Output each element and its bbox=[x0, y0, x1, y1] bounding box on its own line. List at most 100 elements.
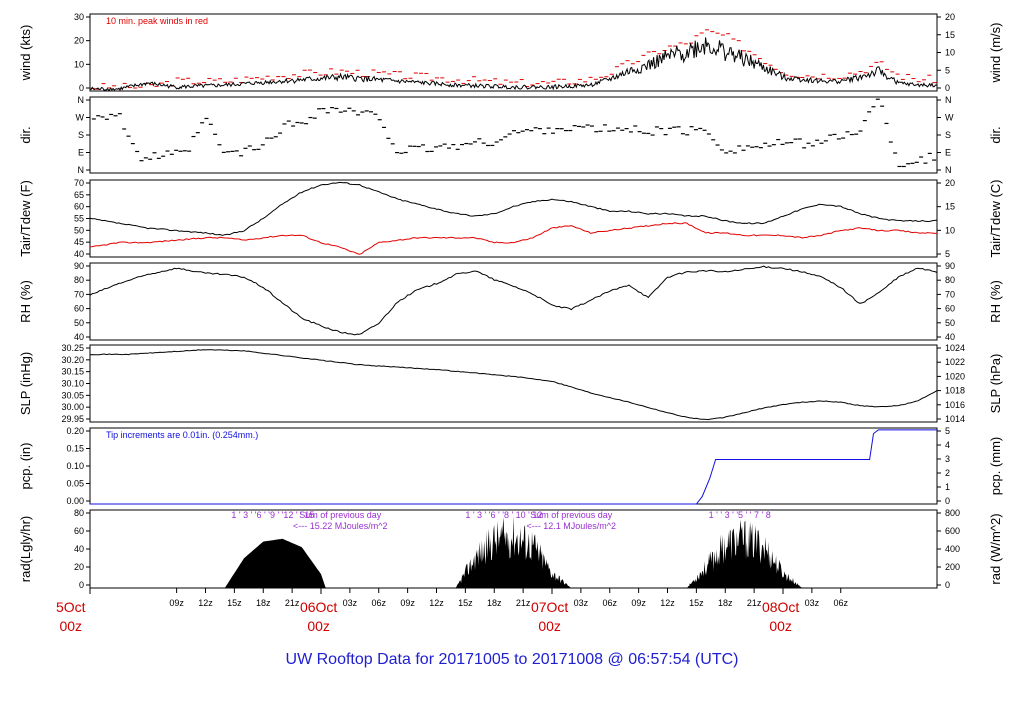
left-tick-label: 70 bbox=[74, 289, 84, 299]
right-tick-label: 10 bbox=[945, 225, 955, 235]
day-sum-value: <--- 15.22 MJoules/m^2 bbox=[293, 521, 388, 531]
panel-annotation: 10 min. peak winds in red bbox=[106, 16, 208, 26]
right-axis-label: dir. bbox=[988, 126, 1003, 143]
right-tick-label: 1024 bbox=[945, 343, 965, 353]
right-tick-label: 0 bbox=[945, 496, 950, 506]
left-tick-label: 70 bbox=[74, 178, 84, 188]
right-tick-label: N bbox=[945, 165, 952, 175]
left-axis-label: Tair/Tdew (F) bbox=[18, 180, 33, 257]
right-tick-label: 50 bbox=[945, 318, 955, 328]
panel-wind: 0 10 20 30 0 5 10 15 20 wind (kts) wind (m/s) 10 mi… bbox=[18, 12, 1003, 93]
x-tick-label: 21z bbox=[285, 598, 300, 608]
right-tick-label: W bbox=[945, 113, 954, 123]
radiation-area bbox=[224, 538, 326, 588]
x-tick-label: 12z bbox=[198, 598, 213, 608]
x-tick-label: 12z bbox=[429, 598, 444, 608]
right-tick-label: S bbox=[945, 130, 951, 140]
left-tick-label: 0 bbox=[79, 83, 84, 93]
left-tick-label: 30.00 bbox=[61, 402, 84, 412]
right-tick-label: 2 bbox=[945, 468, 950, 478]
left-tick-label: 30.05 bbox=[61, 390, 84, 400]
right-tick-label: 60 bbox=[945, 304, 955, 314]
right-tick-label: 20 bbox=[945, 12, 955, 22]
left-tick-label: 40 bbox=[74, 249, 84, 259]
left-tick-label: 80 bbox=[74, 508, 84, 518]
radiation-area bbox=[686, 519, 803, 588]
left-tick-label: 0.00 bbox=[66, 496, 84, 506]
right-tick-label: 90 bbox=[945, 261, 955, 271]
right-axis-label: RH (%) bbox=[988, 280, 1003, 323]
left-tick-label: 30.25 bbox=[61, 343, 84, 353]
left-tick-label: E bbox=[78, 148, 84, 158]
right-tick-label: 1020 bbox=[945, 371, 965, 381]
series-wind bbox=[89, 37, 937, 92]
left-tick-label: 80 bbox=[74, 275, 84, 285]
series-precip bbox=[90, 429, 937, 505]
x-tick-label: 03z bbox=[343, 598, 358, 608]
day-sum-value: <--- 12.1 MJoules/m^2 bbox=[526, 521, 616, 531]
right-tick-label: 400 bbox=[945, 544, 960, 554]
x-tick-label: 18z bbox=[718, 598, 733, 608]
left-axis-label: dir. bbox=[18, 126, 33, 143]
left-tick-label: 20 bbox=[74, 36, 84, 46]
x-tick-label: 15z bbox=[227, 598, 242, 608]
left-tick-label: 30.15 bbox=[61, 367, 84, 377]
left-tick-label: 30.10 bbox=[61, 379, 84, 389]
right-tick-label: 0 bbox=[945, 580, 950, 590]
right-tick-label: 15 bbox=[945, 30, 955, 40]
day-sum-label: Sum of previous day bbox=[530, 510, 613, 520]
right-axis-label: pcp. (mm) bbox=[988, 437, 1003, 496]
day-label-time: 00z bbox=[769, 618, 792, 634]
chart-title: UW Rooftop Data for 20171005 to 20171008… bbox=[286, 651, 739, 668]
left-tick-label: 50 bbox=[74, 318, 84, 328]
right-tick-label: 200 bbox=[945, 562, 960, 572]
right-axis-label: Tair/Tdew (C) bbox=[988, 179, 1003, 257]
series-tdew bbox=[89, 222, 938, 255]
panel-precip: 0.00 0.05 0.10 0.15 0.20 0 1 2 3 4 5 pcp. (in) pcp. … bbox=[18, 426, 1003, 506]
x-tick-label: 06z bbox=[602, 598, 617, 608]
left-axis-label: wind (kts) bbox=[18, 25, 33, 82]
left-tick-label: S bbox=[78, 130, 84, 140]
x-tick-label: 21z bbox=[747, 598, 762, 608]
x-axis: 09z 12z 15z 18z 21z 03z 06z 09z 12z 15z 18z 21z 03z 0… bbox=[56, 588, 849, 634]
hour-labels: 1 ' 3 ' '6 ' '8 ' 10 ' 12 bbox=[465, 510, 542, 520]
left-tick-label: W bbox=[76, 113, 85, 123]
day-label: 5Oct bbox=[56, 599, 86, 615]
left-tick-label: N bbox=[78, 95, 85, 105]
left-tick-label: 90 bbox=[74, 261, 84, 271]
x-tick-label: 15z bbox=[458, 598, 473, 608]
left-tick-label: 20 bbox=[74, 562, 84, 572]
left-axis-label: SLP (inHg) bbox=[18, 352, 33, 415]
x-tick-label: 09z bbox=[631, 598, 646, 608]
right-tick-label: 5 bbox=[945, 426, 950, 436]
left-tick-label: 60 bbox=[74, 526, 84, 536]
hour-labels: 1 ' ' 3 ' '5 ' ' 7 ' 8 bbox=[709, 510, 771, 520]
left-tick-label: 40 bbox=[74, 332, 84, 342]
x-tick-label: 06z bbox=[833, 598, 848, 608]
right-tick-label: 10 bbox=[945, 48, 955, 58]
day-label-time: 00z bbox=[59, 618, 82, 634]
left-tick-label: 0.05 bbox=[66, 479, 84, 489]
panel-frame bbox=[89, 96, 938, 174]
x-tick-label: 21z bbox=[516, 598, 531, 608]
left-tick-label: 60 bbox=[74, 304, 84, 314]
right-tick-label: 1014 bbox=[945, 414, 965, 424]
left-axis-label: rad(Lgly/hr) bbox=[18, 516, 33, 582]
right-tick-label: 1018 bbox=[945, 386, 965, 396]
hour-labels: 1 ' 3 ' '6 ' '9 ' '12 ' ' 15 bbox=[231, 510, 314, 520]
left-tick-label: 0.10 bbox=[66, 461, 84, 471]
right-axis-label: rad (W/m^2) bbox=[988, 513, 1003, 584]
x-tick-label: 09z bbox=[169, 598, 184, 608]
left-tick-label: 30.20 bbox=[61, 355, 84, 365]
right-tick-label: 1 bbox=[945, 482, 950, 492]
right-axis-label: SLP (hPa) bbox=[988, 354, 1003, 414]
day-label: 07Oct bbox=[531, 599, 568, 615]
right-tick-label: E bbox=[945, 148, 951, 158]
left-axis-label: RH (%) bbox=[18, 280, 33, 323]
x-tick-label: 06z bbox=[371, 598, 386, 608]
